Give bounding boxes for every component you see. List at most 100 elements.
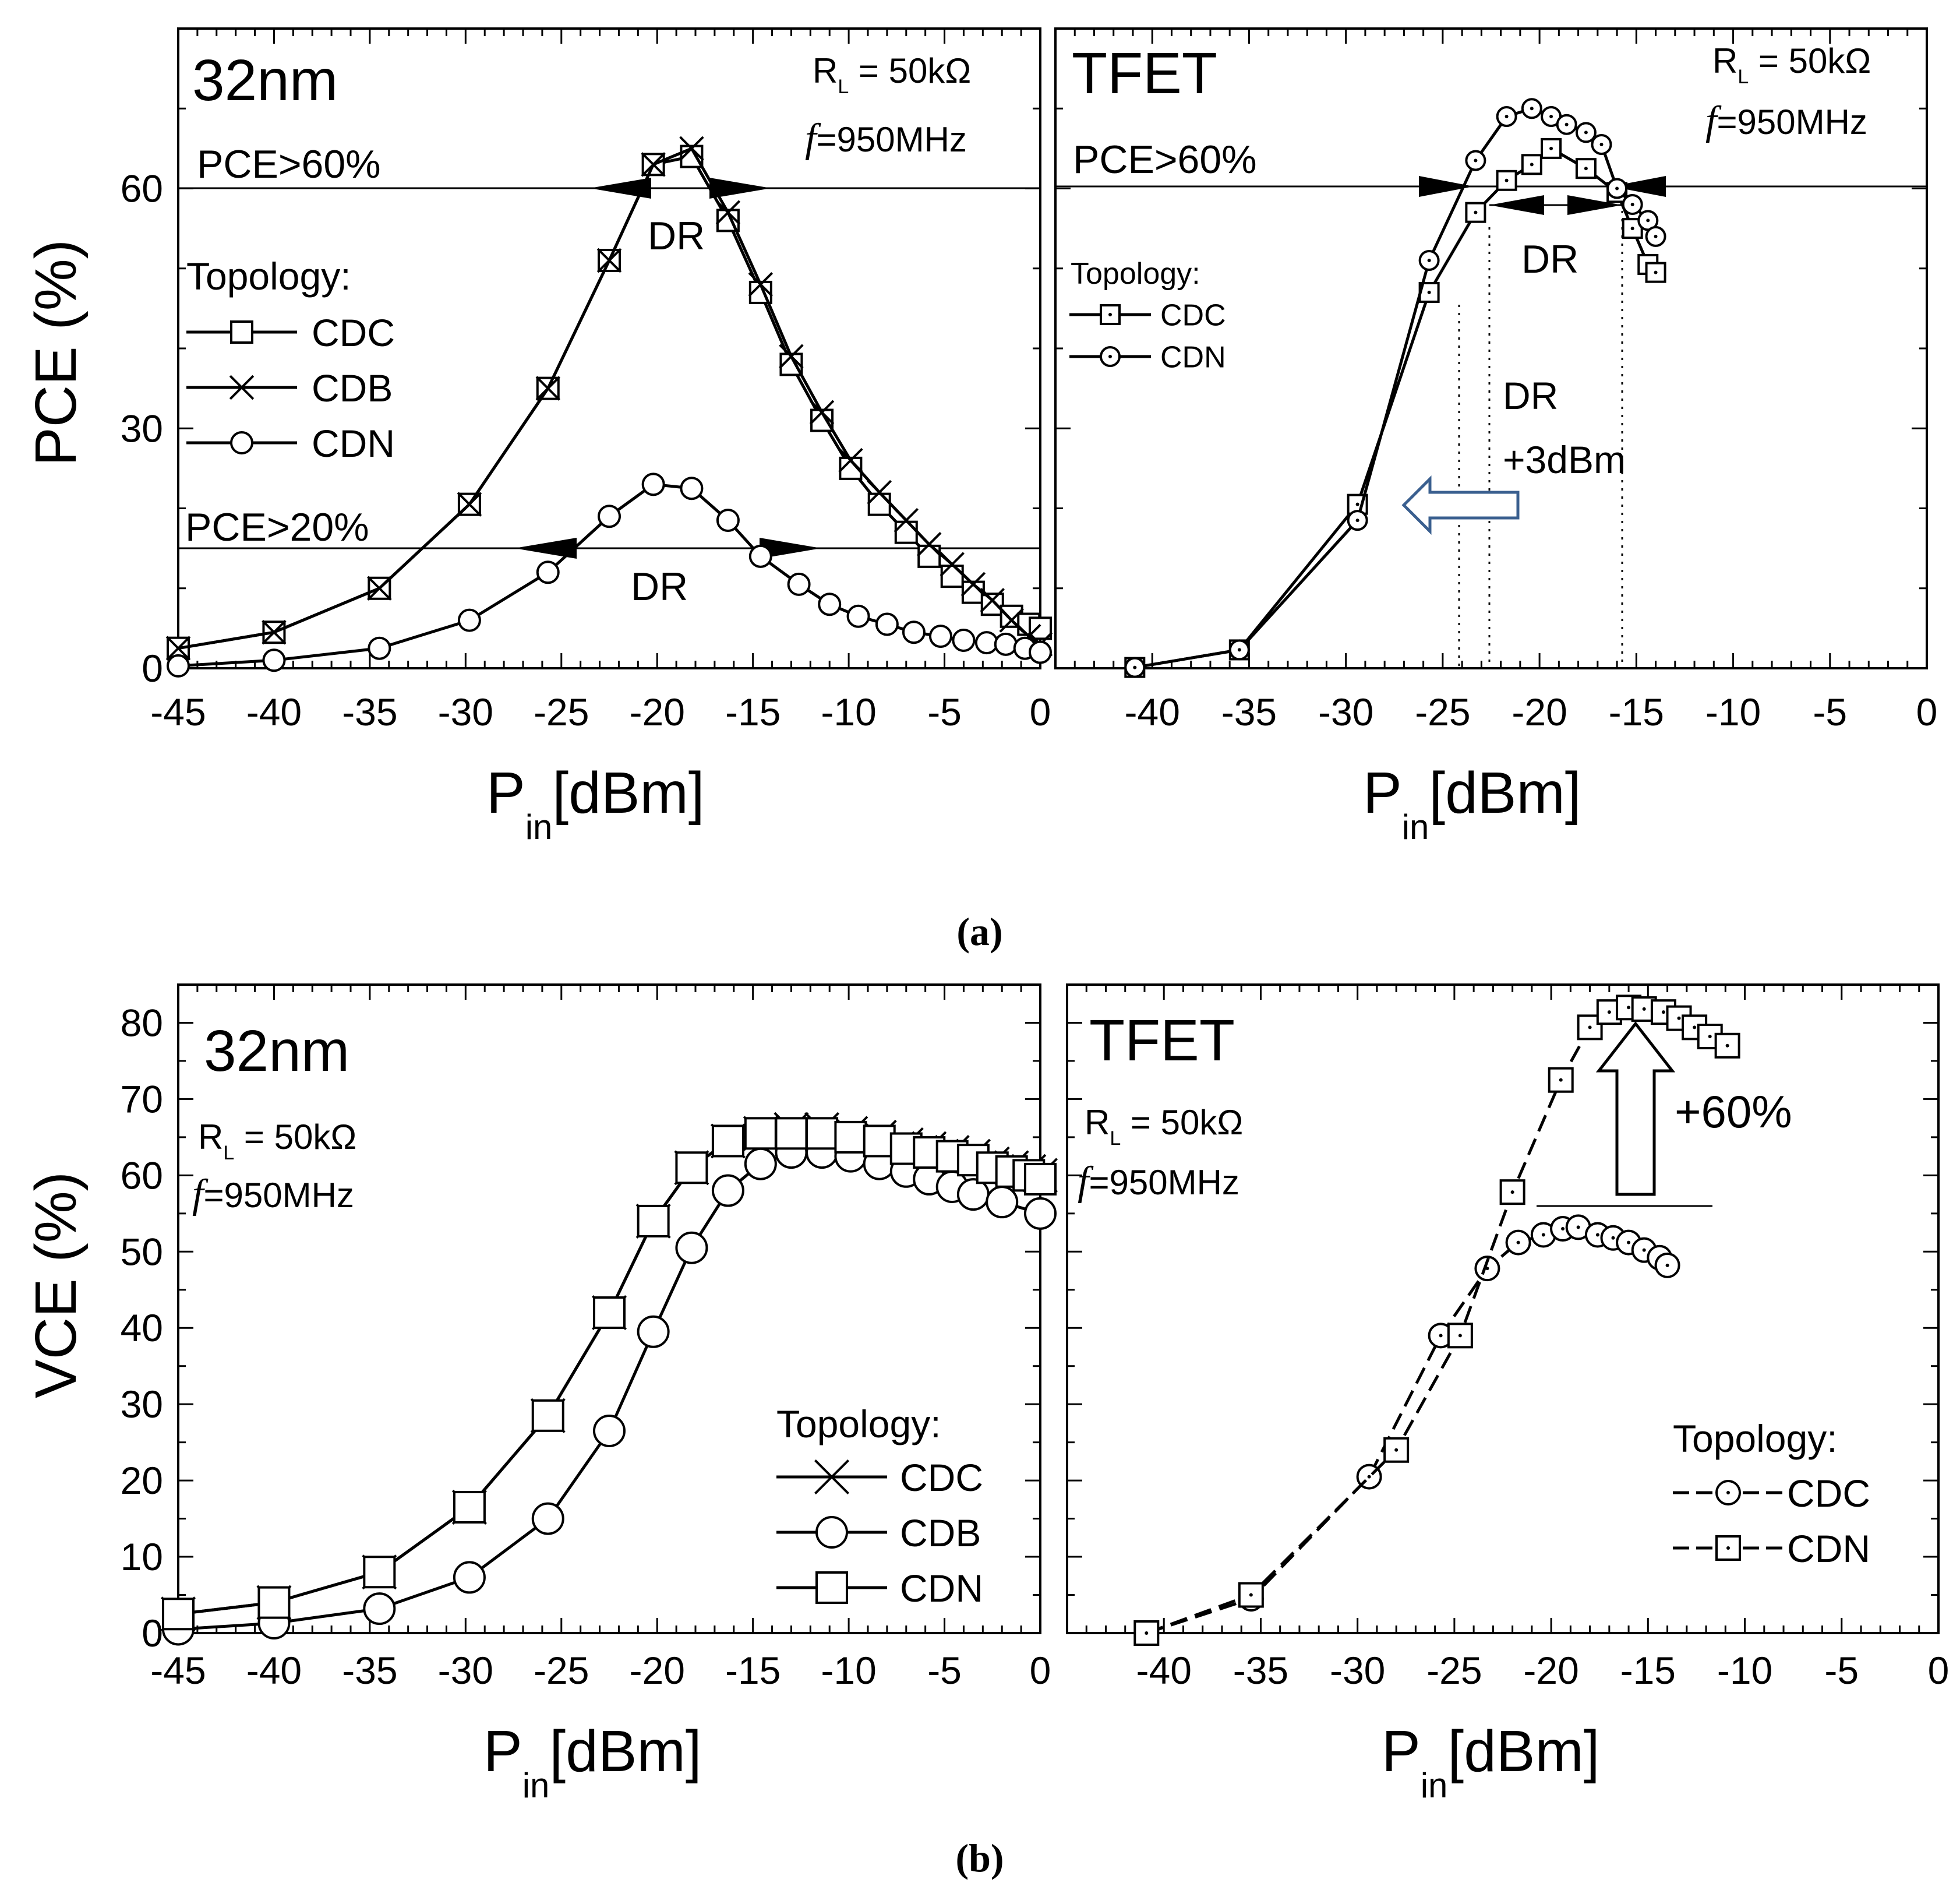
gain-label: +60%	[1675, 1086, 1792, 1137]
data-point	[834, 1120, 867, 1154]
data-point	[1622, 193, 1643, 215]
x-tick-label: 0	[1030, 690, 1051, 734]
legend-marker	[229, 375, 255, 400]
data-point	[679, 136, 704, 161]
threshold-label-60: PCE>60%	[1073, 137, 1257, 182]
legend-entry-cdn: CDN	[776, 1567, 983, 1610]
data-point	[1654, 1252, 1680, 1278]
data-point	[262, 620, 287, 645]
data-point	[531, 1502, 564, 1535]
panel-b-32nm: -45 -40 -35 -30 -25 -20 -15 -10 -5 0 0 10 20 30 40 50 60…	[121, 983, 1058, 1692]
data-point	[1556, 114, 1577, 135]
rl-label: RL = 50kΩ	[1712, 41, 1871, 88]
x-axis-title-b-left: Pin[dBm]	[483, 1719, 702, 1805]
legend-entry-cdb: CDB	[776, 1511, 981, 1554]
data-point	[940, 552, 965, 577]
x-tick-label: -45	[150, 690, 206, 734]
x-tick-label: -15	[1609, 690, 1664, 734]
data-point	[1383, 1437, 1410, 1463]
data-point	[863, 1124, 896, 1158]
x-tick-label: -20	[1523, 1649, 1578, 1692]
freq-label: f=950MHz	[1705, 98, 1867, 143]
data-point	[1606, 178, 1628, 199]
data-point	[1575, 158, 1597, 179]
x-tick-label: -20	[630, 1649, 685, 1692]
y-tick-label: 0	[142, 647, 163, 690]
x-tick-label: -40	[246, 1649, 302, 1692]
dr-label: DR	[1521, 237, 1578, 281]
y-tick-label: 0	[142, 1612, 163, 1655]
series-cdn	[1124, 98, 1666, 678]
svg-text:Pin[dBm]: Pin[dBm]	[483, 1719, 702, 1805]
legend-label: CDN	[312, 422, 395, 465]
legend: Topology: CDC CDN	[1673, 1417, 1870, 1570]
x-tick-label: -45	[150, 1649, 206, 1692]
threshold-label-60: PCE>60%	[197, 142, 381, 186]
data-point	[641, 473, 665, 496]
legend-marker	[1100, 304, 1121, 325]
data-point	[637, 1204, 670, 1237]
up-arrow-icon	[1595, 1021, 1676, 1196]
data-point	[875, 612, 899, 636]
legend-marker	[815, 1516, 848, 1549]
data-point	[1133, 1620, 1160, 1646]
x-tick-label: 0	[1030, 1649, 1051, 1692]
data-point	[818, 593, 842, 616]
x-tick-label: -25	[534, 1649, 589, 1692]
data-point	[1496, 170, 1517, 191]
data-point	[1541, 137, 1562, 159]
x-tick-label: -40	[246, 690, 302, 734]
legend-label: CDB	[312, 366, 393, 410]
x-tick-label: -10	[1705, 690, 1761, 734]
data-point	[748, 544, 772, 568]
data-point	[1347, 510, 1368, 531]
legend: Topology: CDC CDB CDN	[776, 1402, 983, 1610]
x-tick-label: -10	[821, 1649, 876, 1692]
panel-a-tfet: -40 -35 -30 -25 -20 -15 -10 -5 0 TFET RL = 50kΩ …	[1054, 27, 1937, 734]
legend-entry-cdn: CDN	[1069, 341, 1226, 375]
x-tick-label: -5	[927, 690, 962, 734]
data-point	[1591, 134, 1612, 156]
legend-marker	[230, 431, 253, 454]
x-tick-label: -15	[1620, 1649, 1676, 1692]
data-point	[367, 576, 392, 601]
data-point	[1650, 999, 1676, 1025]
data-point	[894, 507, 919, 533]
x-axis-title-b-right: Pin[dBm]	[1382, 1719, 1600, 1805]
data-point	[1548, 1067, 1574, 1093]
data-point	[917, 532, 942, 557]
x-tick-label: -15	[725, 1649, 781, 1692]
data-point	[1238, 1582, 1264, 1608]
threshold-label-20: PCE>20%	[185, 505, 369, 549]
x-tick-label: -40	[1136, 1649, 1192, 1692]
data-point	[711, 1174, 744, 1207]
data-point	[902, 620, 926, 644]
svg-text:f=950MHz: f=950MHz	[192, 1172, 354, 1217]
y-axis-title-pce: PCE (%)	[23, 239, 89, 466]
data-point	[711, 1124, 744, 1158]
caption-a: (a)	[956, 909, 1002, 954]
freq-label: f=950MHz	[1078, 1159, 1239, 1204]
data-point	[980, 593, 1004, 616]
data-point	[1575, 122, 1597, 143]
y-tick-label: 40	[121, 1306, 163, 1349]
data-point	[598, 505, 621, 528]
legend-marker	[1715, 1535, 1741, 1561]
panel-b-tfet: -40 -35 -30 -25 -20 -15 -10 -5 0 TFET RL = 50kΩ …	[1066, 983, 1949, 1692]
y-tick-label: 70	[121, 1077, 163, 1120]
data-point	[838, 447, 863, 473]
x-tick-label: -35	[1221, 690, 1277, 734]
x-tick-label: -20	[630, 690, 685, 734]
y-tick-label: 60	[121, 167, 163, 210]
legend-marker	[230, 320, 253, 344]
data-point	[1024, 1162, 1057, 1196]
svg-text:RL = 50kΩ: RL = 50kΩ	[1712, 41, 1871, 88]
data-point	[867, 479, 892, 505]
x-tick-label: -10	[821, 690, 876, 734]
data-point	[1418, 250, 1440, 271]
legend-label: CDC	[900, 1456, 983, 1499]
data-point	[1024, 1197, 1057, 1230]
data-point	[894, 520, 918, 544]
x-tick-label: -25	[534, 690, 589, 734]
